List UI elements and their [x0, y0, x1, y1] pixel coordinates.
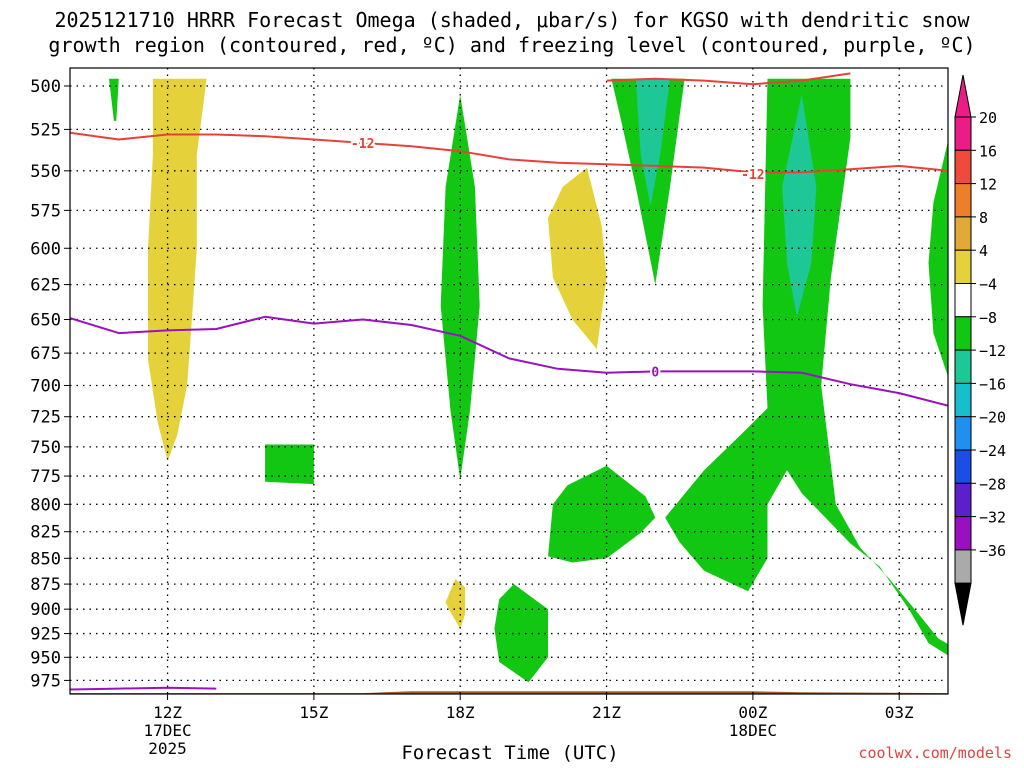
- colorbar: 20 16 12 8 4 −4 −8 −12 −16 −20 −24 −28 −32 −36: [954, 74, 1006, 626]
- colorbar-label-13: −36: [979, 542, 1006, 560]
- contour-label-0-0: -12: [351, 137, 374, 152]
- colorbar-label-11: −28: [979, 475, 1006, 493]
- colorbar-label-12: −32: [979, 509, 1006, 527]
- x-tick-label-12Z: 12Z: [153, 703, 182, 722]
- colorbar-swatch-3: [954, 216, 972, 251]
- y-axis: 500 525 550 575 600 625 650 675 700 725 750 775 800 8…: [30, 77, 70, 691]
- contour-line-2: [70, 315, 948, 407]
- colorbar-label-6: −8: [979, 309, 997, 327]
- omega-region-10: [928, 141, 948, 377]
- colorbar-swatch-6: [954, 316, 972, 351]
- colorbar-label-7: −12: [979, 342, 1006, 360]
- colorbar-label-3: 8: [979, 209, 988, 227]
- colorbar-swatch-9: [954, 416, 972, 451]
- colorbar-label-8: −16: [979, 375, 1006, 393]
- colorbar-top-arrow: [954, 74, 972, 118]
- chart-title-line-2: growth region (contoured, red, ºC) and f…: [48, 33, 976, 57]
- y-tick-label-825: 825: [30, 523, 61, 543]
- omega-region-4: [440, 94, 480, 480]
- y-tick-label-525: 525: [30, 120, 61, 140]
- terrain-fill: [70, 691, 948, 694]
- x-tick-label-15Z: 15Z: [299, 703, 328, 722]
- colorbar-swatch-1: [954, 149, 972, 185]
- y-tick-label-800: 800: [30, 495, 61, 515]
- x-tick-label-03Z: 03Z: [885, 703, 914, 722]
- y-tick-label-675: 675: [30, 344, 61, 364]
- contour-line-1: [606, 72, 851, 86]
- x-tick-label-00Z: 00Z: [738, 703, 767, 722]
- y-tick-label-725: 725: [30, 408, 61, 428]
- colorbar-swatch-10: [954, 449, 972, 484]
- contour-line-3: [70, 686, 217, 691]
- colorbar-swatch-0: [954, 116, 972, 151]
- colorbar-label-2: 12: [979, 176, 997, 194]
- y-tick-label-975: 975: [30, 671, 61, 691]
- colorbar-swatch-8: [954, 382, 972, 418]
- x-date-label-18DEC: 18DEC: [729, 721, 777, 740]
- colorbar-label-5: −4: [979, 276, 997, 294]
- y-tick-label-625: 625: [30, 276, 61, 296]
- colorbar-bottom-arrow: [954, 582, 972, 626]
- omega-region-2: [445, 579, 466, 629]
- contour-layer: -12 -12 0: [70, 72, 948, 691]
- colorbar-label-4: 4: [979, 242, 988, 260]
- contour-label-2-0: 0: [651, 365, 659, 380]
- contour-label-0-1: -12: [741, 168, 764, 183]
- y-tick-label-900: 900: [30, 600, 61, 620]
- y-tick-label-700: 700: [30, 376, 61, 396]
- omega-region-1: [548, 167, 607, 350]
- omega-region-11: [635, 78, 670, 206]
- omega-region-0: [148, 78, 207, 462]
- contour-line-0: [70, 131, 948, 174]
- plot-frame: [69, 67, 949, 695]
- colorbar-swatch-4: [954, 249, 972, 284]
- omega-region-7: [494, 584, 548, 683]
- colorbar-swatch-2: [954, 183, 972, 218]
- colorbar-swatch-13: [954, 549, 972, 584]
- y-tick-label-750: 750: [30, 438, 61, 458]
- x-tick-label-18Z: 18Z: [446, 703, 475, 722]
- colorbar-label-1: 16: [979, 142, 997, 160]
- omega-region-6: [548, 465, 656, 563]
- y-tick-label-875: 875: [30, 575, 61, 595]
- colorbar-swatch-5: [954, 283, 972, 318]
- y-tick-label-775: 775: [30, 467, 61, 487]
- omega-region-3: [109, 78, 119, 121]
- colorbar-label-9: −20: [979, 409, 1006, 427]
- colorbar-label-10: −24: [979, 442, 1006, 460]
- plot-border: [69, 67, 949, 695]
- y-tick-label-650: 650: [30, 311, 61, 331]
- site-credit[interactable]: coolwx.com/models: [858, 744, 1012, 762]
- x-date-label-2025: 2025: [148, 739, 187, 758]
- x-axis-label: Forecast Time (UTC): [401, 742, 619, 764]
- y-tick-label-850: 850: [30, 549, 61, 569]
- y-tick-label-575: 575: [30, 201, 61, 221]
- y-tick-label-500: 500: [30, 77, 61, 97]
- chart-title-line-1: 2025121710 HRRR Forecast Omega (shaded, …: [54, 8, 970, 32]
- colorbar-label-0: 20: [979, 109, 997, 127]
- y-tick-label-600: 600: [30, 239, 61, 259]
- x-date-label-17DEC: 17DEC: [143, 721, 191, 740]
- colorbar-swatch-12: [954, 516, 972, 551]
- y-tick-label-950: 950: [30, 648, 61, 668]
- omega-region-9: [665, 78, 948, 656]
- terrain-layer: [70, 691, 948, 694]
- x-tick-label-21Z: 21Z: [592, 703, 621, 722]
- colorbar-swatch-7: [954, 349, 972, 384]
- omega-region-5: [265, 444, 314, 485]
- y-tick-label-550: 550: [30, 162, 61, 182]
- colorbar-swatch-11: [954, 482, 972, 518]
- omega-region-12: [782, 94, 817, 317]
- y-tick-label-925: 925: [30, 625, 61, 645]
- omega-shading-layer: [109, 78, 948, 683]
